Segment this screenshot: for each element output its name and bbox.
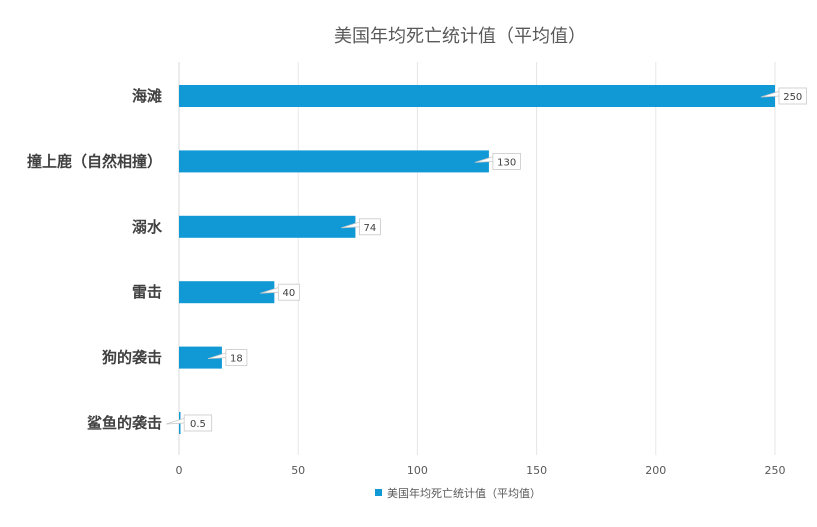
data-label-box: [359, 218, 381, 236]
x-tick-label: 200: [645, 464, 666, 477]
data-label-seam: [278, 286, 281, 293]
data-label-value: 130: [497, 157, 516, 168]
x-tick-label: 250: [765, 464, 786, 477]
data-label-box: [225, 349, 248, 367]
data-label-box: [183, 414, 213, 432]
legend: 美国年均死亡统计值（平均值）: [375, 486, 541, 500]
grid-layer: [178, 62, 776, 455]
x-tick-label: 100: [407, 464, 428, 477]
x-axis-ticks: 0 50 100 150 200 250: [176, 464, 786, 477]
bars-layer: [179, 85, 775, 434]
category-label: 鲨鱼的袭击: [87, 414, 162, 432]
data-label: 40: [260, 283, 300, 301]
data-label-value: 0.5: [190, 419, 206, 430]
data-label: 18: [207, 349, 248, 367]
bar: [179, 346, 222, 369]
category-label: 撞上鹿（自然相撞）: [27, 152, 162, 170]
category-label: 雷击: [132, 283, 162, 301]
chart-title: 美国年均死亡统计值（平均值）: [334, 26, 586, 47]
data-label-box: [277, 283, 300, 301]
category-label: 溺水: [132, 218, 163, 236]
data-label-pointer: [166, 417, 186, 425]
data-label: 130: [474, 152, 521, 170]
data-label-value: 18: [230, 354, 243, 365]
data-label: 0.5: [166, 414, 213, 432]
data-label-seam: [184, 417, 187, 424]
data-label-value: 74: [364, 223, 377, 234]
data-labels-layer: 250 130 74 40 18 0.5: [166, 87, 807, 432]
data-label-box: [492, 152, 521, 170]
data-label-box: [778, 87, 807, 105]
data-label-value: 250: [783, 92, 802, 103]
data-label-seam: [226, 352, 229, 359]
category-label: 狗的袭击: [102, 349, 162, 367]
x-tick-label: 50: [291, 464, 305, 477]
data-label: 250: [760, 87, 807, 105]
data-label-seam: [493, 155, 496, 162]
data-label-seam: [779, 90, 782, 97]
x-tick-label: 150: [526, 464, 547, 477]
legend-label: 美国年均死亡统计值（平均值）: [387, 486, 541, 500]
bar: [179, 215, 356, 238]
legend-swatch: [375, 489, 382, 496]
bar: [179, 85, 775, 107]
bar: [179, 150, 489, 173]
x-tick-label: 0: [176, 464, 183, 477]
data-label: 74: [341, 218, 381, 236]
category-label: 海滩: [132, 87, 162, 105]
data-label-value: 40: [282, 288, 295, 299]
data-label-seam: [359, 221, 362, 228]
bar: [179, 281, 275, 304]
